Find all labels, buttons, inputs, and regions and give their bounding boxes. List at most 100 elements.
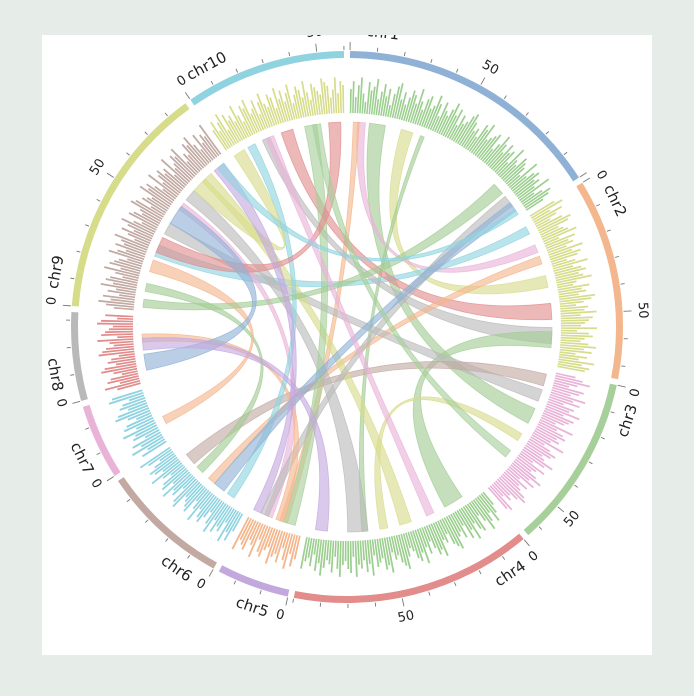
- track-bar-chr9-36: [133, 211, 159, 227]
- track-bar-chr1-65: [489, 152, 504, 168]
- track-bar-chr3-38: [516, 456, 537, 473]
- track-bar-chr9-68: [183, 137, 208, 166]
- chrom-label-chr5: chr5: [234, 593, 271, 621]
- track-bar-chr1-75: [505, 167, 525, 185]
- track-bar-chr5-16: [249, 522, 262, 546]
- ideogram-chr7[interactable]: [82, 404, 121, 476]
- track-bar-chr3-41: [511, 462, 541, 487]
- track-bar-chr7-14: [115, 407, 150, 423]
- track-bar-chr9-15: [120, 267, 141, 275]
- track-bar-chr4-4: [474, 497, 493, 522]
- track-bar-chr9-6: [107, 289, 136, 296]
- track-bar-chr1-44: [448, 124, 458, 140]
- track-bar-chr9-59: [173, 162, 192, 181]
- track-bar-chr1-14: [382, 96, 388, 117]
- track-bar-chr2-16: [546, 239, 574, 252]
- track-bar-chr3-23: [536, 425, 566, 442]
- track-bar-chr1-20: [396, 99, 403, 120]
- tick-chr7-0: [106, 476, 115, 482]
- track-bar-chr4-35: [407, 531, 415, 552]
- ideogram-chr3[interactable]: [523, 383, 617, 536]
- track-bar-chr3-1: [555, 374, 583, 383]
- ideogram-chr10[interactable]: [190, 51, 345, 106]
- track-bar-chr6-0: [231, 513, 244, 532]
- track-bar-chr10-28: [277, 98, 287, 123]
- link-ribbon-chr3-chr4-12: [374, 396, 523, 530]
- track-bar-chr7-7: [134, 424, 158, 437]
- chrom-label-chr10: chr10: [183, 48, 229, 84]
- track-bar-chr10-11: [236, 115, 250, 138]
- track-bar-chr8-13: [98, 350, 135, 357]
- track-bar-chr3-29: [528, 438, 551, 453]
- track-bar-chr10-21: [256, 93, 271, 128]
- track-bar-chr1-50: [460, 122, 478, 147]
- track-bar-chr10-6: [221, 114, 240, 143]
- track-bar-chr1-12: [377, 91, 383, 116]
- track-bar-chr7-1: [147, 438, 166, 451]
- track-bar-chr3-28: [530, 436, 545, 446]
- track-bar-chr9-1: [105, 303, 135, 308]
- track-bar-chr4-13: [456, 510, 475, 539]
- ideogram-chr2[interactable]: [576, 182, 623, 380]
- tick-chr2-40: [620, 283, 625, 285]
- tick-chr3-0: [617, 384, 626, 388]
- track-bar-chr2-32: [557, 283, 574, 289]
- track-bar-chr5-5: [281, 532, 289, 549]
- track-bar-chr8-10: [107, 358, 136, 364]
- track-bar-chr2-42: [560, 308, 585, 313]
- track-bar-chr10-22: [263, 103, 273, 127]
- tick-label-chr7-0: 0: [87, 476, 104, 491]
- ideogram-chr4[interactable]: [293, 533, 524, 603]
- track-bar-chr4-15: [452, 512, 468, 538]
- track-bar-chr5-4: [281, 532, 291, 561]
- track-bar-chr3-5: [552, 384, 584, 395]
- ideogram-chr5[interactable]: [218, 565, 290, 597]
- track-bar-chr6-29: [172, 469, 189, 485]
- track-bar-chr2-20: [549, 248, 581, 261]
- track-bar-chr2-10: [540, 226, 564, 239]
- track-bar-chr9-37: [141, 213, 161, 225]
- track-bar-chr6-35: [162, 458, 180, 473]
- track-bar-chr2-9: [539, 225, 559, 236]
- track-bar-chr5-20: [239, 517, 252, 541]
- track-bar-chr10-1: [210, 121, 230, 150]
- track-bar-chr9-3: [110, 298, 135, 303]
- track-bar-chr2-56: [560, 344, 597, 349]
- track-bar-chr3-49: [498, 476, 526, 504]
- track-bar-chr9-74: [203, 135, 220, 157]
- track-bar-chr8-20: [101, 333, 134, 337]
- track-bar-chr8-12: [118, 353, 135, 357]
- track-bar-chr3-46: [503, 471, 520, 487]
- ideogram-chr8[interactable]: [71, 312, 88, 402]
- track-bar-chr9-55: [163, 168, 186, 188]
- track-bar-chr1-32: [423, 108, 432, 128]
- tick-chr5-0: [285, 597, 289, 606]
- track-bar-chr5-7: [274, 530, 284, 555]
- track-bar-chr4-11: [460, 507, 482, 539]
- track-bar-chr9-2: [98, 299, 135, 306]
- track-bar-chr3-31: [526, 442, 551, 460]
- track-bar-chr2-34: [558, 287, 582, 293]
- link-ribbon-chr5-chr10-15: [283, 123, 329, 526]
- tick-chr9-70: [144, 131, 148, 135]
- track-bar-chr10-39: [305, 92, 312, 117]
- track-bar-chr1-53: [466, 136, 478, 151]
- track-bar-chr6-32: [170, 464, 184, 476]
- track-bar-chr10-25: [269, 97, 280, 125]
- track-bar-chr6-22: [185, 481, 201, 498]
- track-bar-chr6-38: [154, 452, 175, 469]
- link-ribbon-chr3-chr9-10: [163, 222, 543, 402]
- track-bar-chr1-31: [421, 96, 434, 127]
- track-bar-chr5-21: [231, 516, 250, 550]
- track-bar-chr9-34: [141, 221, 157, 231]
- track-bar-chr2-65: [557, 365, 586, 373]
- track-bar-chr3-15: [544, 407, 564, 417]
- ideogram-chr6[interactable]: [117, 477, 217, 569]
- track-bar-chr1-21: [398, 92, 407, 120]
- track-bar-chr7-19: [128, 394, 145, 402]
- track-bar-chr9-58: [174, 167, 191, 183]
- track-bar-chr3-2: [554, 377, 590, 388]
- tick-chr4-20: [478, 570, 482, 575]
- track-bar-chr4-72: [313, 539, 320, 571]
- tick-chr9-10: [70, 277, 75, 280]
